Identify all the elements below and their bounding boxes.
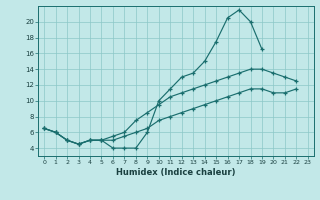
X-axis label: Humidex (Indice chaleur): Humidex (Indice chaleur) [116, 168, 236, 177]
